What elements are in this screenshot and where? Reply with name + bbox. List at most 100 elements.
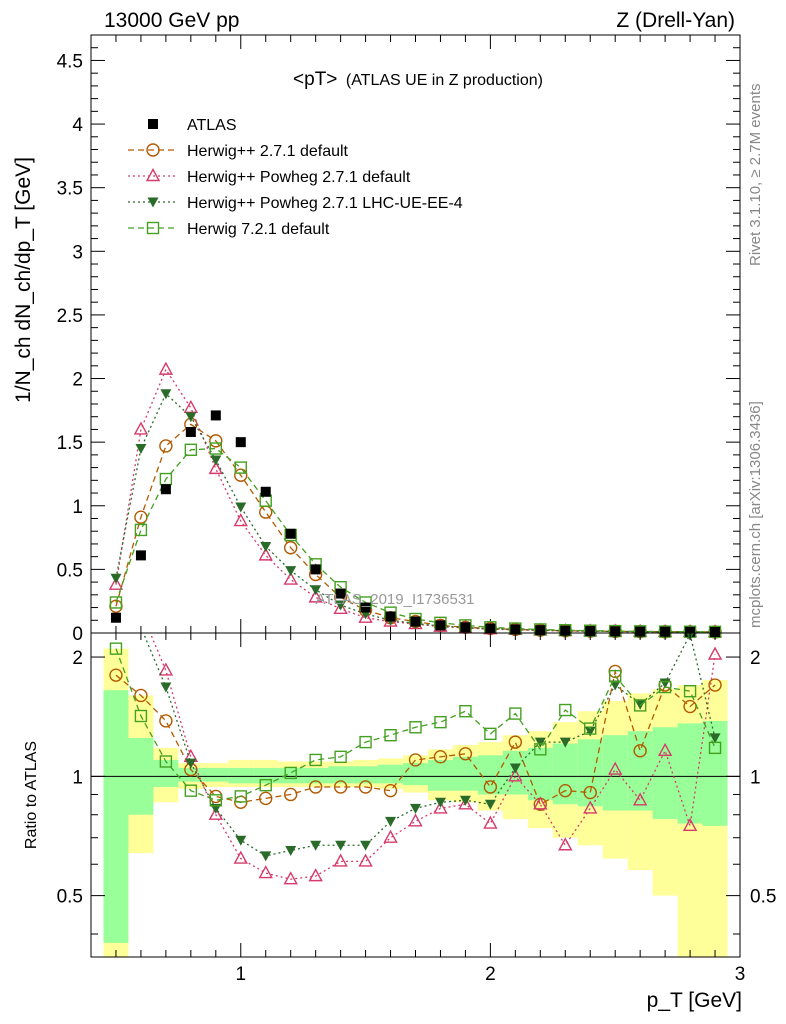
series-atlas <box>110 410 721 637</box>
data-point <box>135 550 146 561</box>
ratio-point <box>707 646 723 660</box>
data-point <box>109 596 123 609</box>
ratio-band-green <box>103 690 129 943</box>
ratio-point <box>708 678 722 692</box>
ratio-point <box>135 604 147 615</box>
legend-label: Herwig++ Powheg 2.7.1 LHC-UE-EE-4 <box>187 195 463 212</box>
legend: ATLAS Herwig++ 2.7.1 default Herwig++ Powh… <box>128 117 463 238</box>
main-title: <pT> (ATLAS UE in Z production) <box>293 69 543 90</box>
ratio-line <box>115 648 716 801</box>
ratio-point <box>433 800 448 814</box>
data-point <box>209 442 223 455</box>
ratio-point <box>559 703 572 717</box>
main-y-tick-label: 2 <box>72 370 83 391</box>
ratio-y-tick-label-right: 1 <box>750 767 761 788</box>
ratio-point <box>657 742 673 756</box>
ratio-point <box>134 688 148 703</box>
ratio-point <box>233 850 248 864</box>
ratio-point <box>434 797 446 808</box>
ratio-point <box>558 783 572 798</box>
main-y-tick-label: 4 <box>72 115 83 136</box>
data-point <box>333 600 348 615</box>
data-point <box>460 622 471 633</box>
ratio-point <box>434 715 447 729</box>
data-point <box>160 484 171 495</box>
ratio-point <box>509 763 521 774</box>
data-point <box>308 589 323 603</box>
ratio-band-green <box>278 767 304 784</box>
rivet-version-label: Rivet 3.1.10, ≥ 2.7M events <box>747 84 764 267</box>
ratio-y-axis-label: Ratio to ATLAS <box>23 741 40 849</box>
ratio-point <box>283 871 298 885</box>
data-point <box>283 541 298 555</box>
data-point <box>560 625 571 636</box>
ratio-point <box>384 729 397 742</box>
legend-label: Herwig++ Powheg 2.7.1 default <box>187 169 411 186</box>
data-point <box>358 609 373 623</box>
main-y-axis: 0 0.5 1 1.5 2 2.5 3 3.5 4 4.5 <box>57 34 741 645</box>
data-point <box>410 616 421 627</box>
main-y-tick-label: 3 <box>72 242 83 263</box>
data-point <box>310 585 322 596</box>
ratio-band-green <box>627 731 653 811</box>
ratio-point <box>134 709 148 723</box>
ratio-point <box>184 784 198 797</box>
ratio-point <box>509 707 522 720</box>
ratio-point <box>658 680 672 694</box>
legend-item-herwig-2-7-1-default: Herwig++ 2.7.1 default <box>128 143 349 160</box>
ratio-point <box>408 753 423 767</box>
data-point <box>234 468 248 482</box>
legend-marker <box>145 168 161 182</box>
ratio-point <box>483 780 498 794</box>
ratio-point <box>333 853 348 867</box>
ratio-point <box>709 733 721 744</box>
ratio-point <box>408 813 423 827</box>
ratio-point <box>310 840 322 851</box>
ratio-point <box>160 682 172 693</box>
data-point <box>385 611 396 622</box>
legend-marker <box>147 197 159 208</box>
data-point <box>710 626 721 637</box>
ratio-point <box>259 778 272 792</box>
ratio-point <box>534 737 546 748</box>
ratio-band-green <box>228 767 254 784</box>
ratio-point <box>708 741 722 755</box>
ratio-point <box>583 785 597 800</box>
ratio-point <box>534 743 547 756</box>
data-point <box>110 573 122 584</box>
ratio-band-green <box>552 743 578 805</box>
data-point <box>233 513 248 527</box>
main-y-tick-label: 1 <box>72 497 83 518</box>
ratio-series-herwig-7-2-1-default <box>109 642 722 807</box>
main-y-tick-label: 1.5 <box>57 433 83 454</box>
ratio-point <box>558 837 573 851</box>
data-point <box>185 412 197 423</box>
ratio-band-green <box>452 756 478 791</box>
data-point <box>185 426 196 437</box>
ratio-point <box>385 816 397 827</box>
main-y-tick-label: 0.5 <box>57 560 83 581</box>
ratio-y-tick-label: 2 <box>72 648 83 669</box>
ratio-series-herwig-powheg-2-7-1-default <box>135 604 723 885</box>
ratio-point <box>484 799 496 810</box>
ratio-point <box>283 787 298 802</box>
legend-item-herwig-powheg-2-7-1-default: Herwig++ Powheg 2.7.1 default <box>128 168 411 186</box>
ratio-point <box>682 817 698 832</box>
ratio-point <box>333 780 348 794</box>
ratio-point <box>632 792 648 806</box>
ratio-band-green <box>353 766 379 784</box>
data-point <box>160 389 172 400</box>
x-tick-label: 2 <box>485 964 496 985</box>
ratio-point <box>159 714 173 728</box>
data-point <box>485 623 496 634</box>
ratio-point <box>209 789 223 804</box>
ratio-point <box>508 768 523 782</box>
ratio-point <box>433 750 448 764</box>
legend-marker <box>148 119 158 129</box>
data-point <box>184 443 198 456</box>
data-point <box>133 421 149 435</box>
ratio-line <box>115 668 716 806</box>
ratio-point <box>409 721 422 734</box>
ratio-band-green <box>253 767 279 784</box>
legend-label: Herwig 7.2.1 default <box>187 221 330 238</box>
